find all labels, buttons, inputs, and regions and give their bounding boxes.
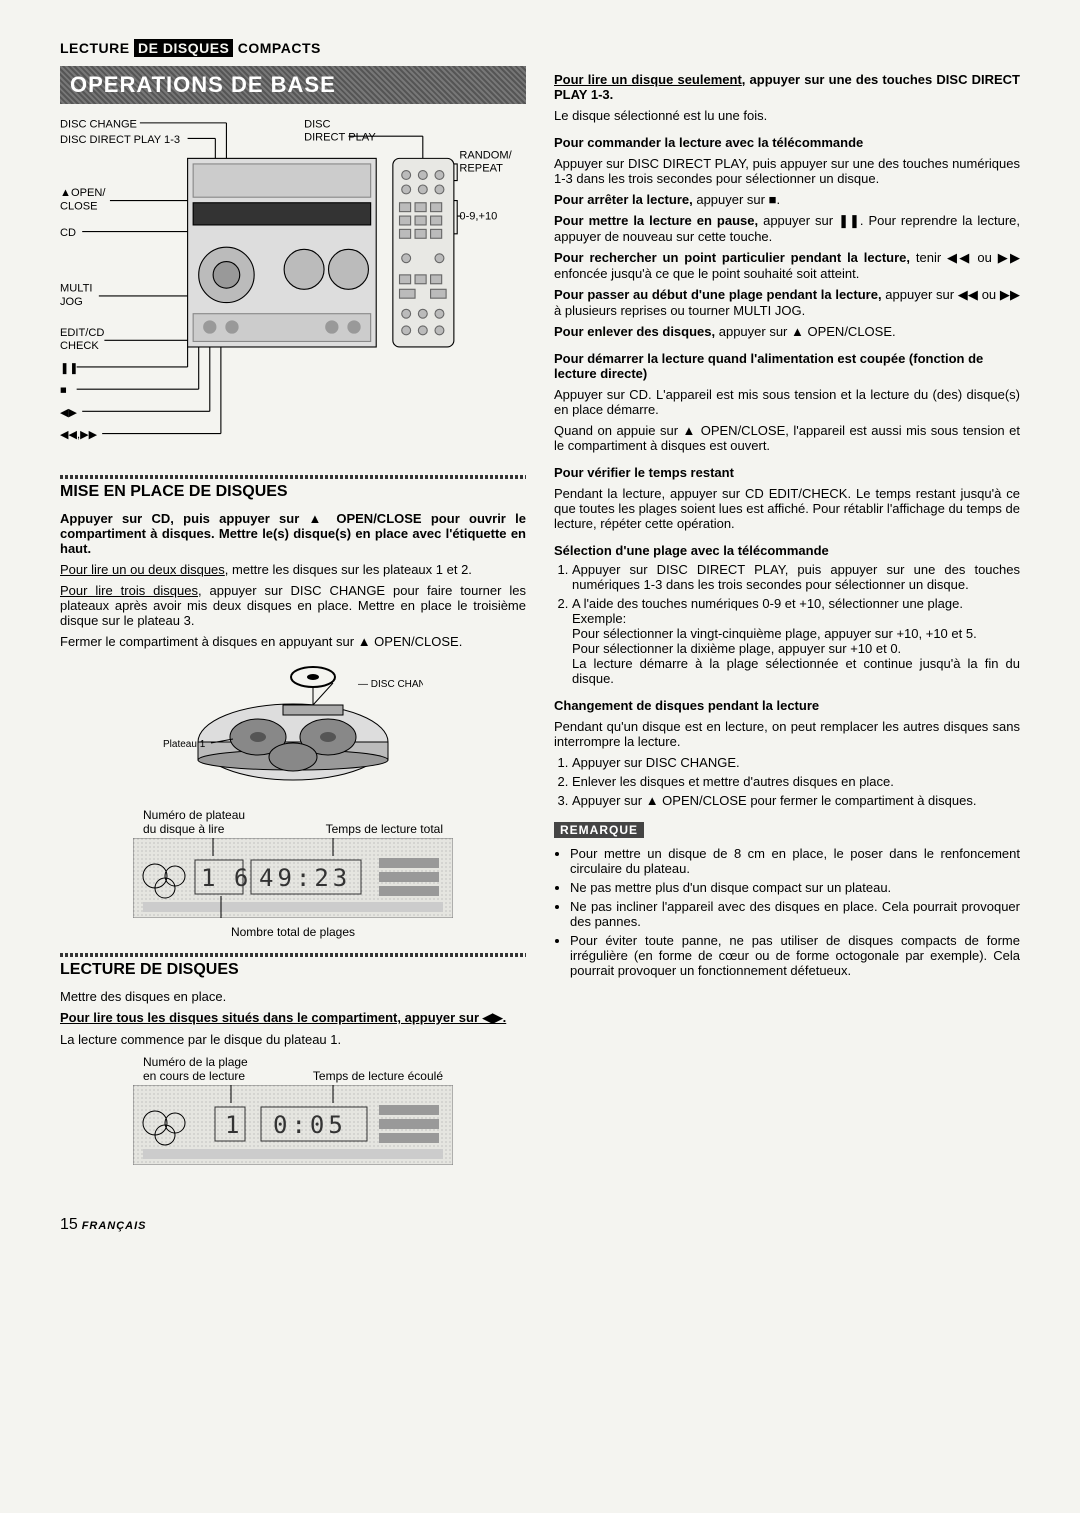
header-part1: LECTURE [60,40,130,56]
list-item: Pour mettre un disque de 8 cm en place, … [570,846,1020,876]
lecture-p1-tail: La lecture commence par le disque du pla… [60,1032,526,1047]
operations-banner: OPERATIONS DE BASE [60,66,526,104]
list-item: A l'aide des touches numériques 0-9 et +… [572,596,1020,686]
p-direct: Appuyer sur CD. L'appareil est mis sous … [554,387,1020,417]
disp1-bottom-label: Nombre total de plages [133,925,453,939]
disp1-val-right: 49:23 [259,864,351,892]
svg-text:JOG: JOG [60,296,83,308]
remarque-tag: REMARQUE [554,822,644,838]
display-figure-1: Numéro de plateau du disque à lire Temps… [133,808,453,939]
mise-intro: Appuyer sur CD, puis appuyer sur ▲ OPEN/… [60,511,526,556]
page-number: 15 [60,1216,78,1233]
list-item: Appuyer sur DISC CHANGE. [572,755,1020,770]
p-stop: Pour arrêter la lecture, appuyer sur ■. [554,192,1020,207]
stereo-diagram: DISC CHANGE DISC DIRECT PLAY 1-3 ▲OPEN/C… [60,114,526,458]
list-item: Enlever les disques et mettre d'autres d… [572,774,1020,789]
header-part2: COMPACTS [238,40,321,56]
svg-text:DISC CHANGE: DISC CHANGE [60,118,137,130]
svg-text:REPEAT: REPEAT [459,163,503,175]
svg-text:■: ■ [60,385,67,397]
list-item: Appuyer sur DISC DIRECT PLAY, puis appuy… [572,562,1020,592]
display-figure-2: Numéro de la plage en cours de lecture T… [133,1055,453,1168]
svg-text:▲OPEN/: ▲OPEN/ [60,187,106,199]
svg-text:— DISC CHANGE: — DISC CHANGE [358,679,423,690]
disp2-val-right: 0:05 [273,1111,347,1139]
p-skip: Pour passer au début d'une plage pendant… [554,287,1020,318]
p-change: Pendant qu'un disque est en lecture, on … [554,719,1020,749]
h-select: Sélection d'une plage avec la télécomman… [554,543,1020,558]
svg-text:CLOSE: CLOSE [60,200,98,212]
svg-text:RANDOM/: RANDOM/ [459,149,512,161]
select-steps: Appuyer sur DISC DIRECT PLAY, puis appuy… [554,562,1020,686]
list-item: Appuyer sur ▲ OPEN/CLOSE pour fermer le … [572,793,1020,808]
mise-p1: Pour lire un ou deux disques, mettre les… [60,562,526,577]
h-direct: Pour démarrer la lecture quand l'aliment… [554,351,1020,381]
list-item: Pour éviter toute panne, ne pas utiliser… [570,933,1020,978]
right-column: Pour lire un disque seulement, appuyer s… [554,66,1020,1176]
svg-text:◀▶: ◀▶ [60,407,78,419]
svg-text:0-9,+10: 0-9,+10 [459,210,497,222]
r-p1-after: Le disque sélectionné est lu une fois. [554,108,1020,123]
svg-text:MULTI: MULTI [60,283,92,295]
mise-p3: Fermer le compartiment à disques en appu… [60,634,526,649]
p-direct2: Quand on appuie sur ▲ OPEN/CLOSE, l'appa… [554,423,1020,453]
disp2-val-left: 1 [225,1111,239,1139]
svg-text:CHECK: CHECK [60,340,99,352]
svg-text:DISC DIRECT PLAY 1-3: DISC DIRECT PLAY 1-3 [60,134,180,146]
divider [60,953,526,957]
p-search: Pour rechercher un point particulier pen… [554,250,1020,281]
left-column: OPERATIONS DE BASE DISC CHANGE DISC DIRE… [60,66,526,1176]
disp2-right-label: Temps de lecture écoulé [313,1069,443,1083]
svg-text:◀◀,▶▶: ◀◀,▶▶ [60,429,98,441]
disp2-left-label: Numéro de la plage en cours de lecture [143,1055,248,1083]
list-item: Ne pas incliner l'appareil avec des disq… [570,899,1020,929]
list-item: Ne pas mettre plus d'un disque compact s… [570,880,1020,895]
h-temps: Pour vérifier le temps restant [554,465,1020,480]
disc-tray-figure: — DISC CHANGE Plateau 1 [60,657,526,800]
disp1-right-label: Temps de lecture total [326,822,443,836]
svg-text:Plateau 1: Plateau 1 [163,739,206,750]
svg-text:EDIT/CD: EDIT/CD [60,327,104,339]
p-pause: Pour mettre la lecture en pause, appuyer… [554,213,1020,244]
lecture-intro: Mettre des disques en place. [60,989,526,1004]
h-change: Changement de disques pendant la lecture [554,698,1020,713]
page-header: LECTURE DE DISQUES COMPACTS [60,40,1020,56]
p-tele: Appuyer sur DISC DIRECT PLAY, puis appuy… [554,156,1020,186]
divider [60,475,526,479]
h-tele: Pour commander la lecture avec la téléco… [554,135,1020,150]
r-p1: Pour lire un disque seulement, appuyer s… [554,72,1020,102]
svg-text:DIRECT PLAY: DIRECT PLAY [304,132,376,144]
lecture-title: LECTURE DE DISQUES [60,961,526,979]
disp1-val-left: 1 6 [201,864,250,892]
svg-text:DISC: DISC [304,118,330,130]
page-lang: FRANÇAIS [82,1220,147,1232]
p-temps: Pendant la lecture, appuyer sur CD EDIT/… [554,486,1020,531]
p-eject: Pour enlever des disques, appuyer sur ▲ … [554,324,1020,339]
page-footer: 15 FRANÇAIS [60,1216,1020,1234]
header-inverse: DE DISQUES [134,39,233,57]
svg-text:CD: CD [60,227,76,239]
lecture-p1: Pour lire tous les disques situés dans l… [60,1010,526,1026]
remarque-list: Pour mettre un disque de 8 cm en place, … [554,846,1020,978]
disp1-left-label: Numéro de plateau du disque à lire [143,808,245,836]
svg-text:❚❚: ❚❚ [60,362,79,374]
mise-title: MISE EN PLACE DE DISQUES [60,483,526,501]
change-steps: Appuyer sur DISC CHANGE. Enlever les dis… [554,755,1020,808]
mise-p2: Pour lire trois disques, appuyer sur DIS… [60,583,526,628]
